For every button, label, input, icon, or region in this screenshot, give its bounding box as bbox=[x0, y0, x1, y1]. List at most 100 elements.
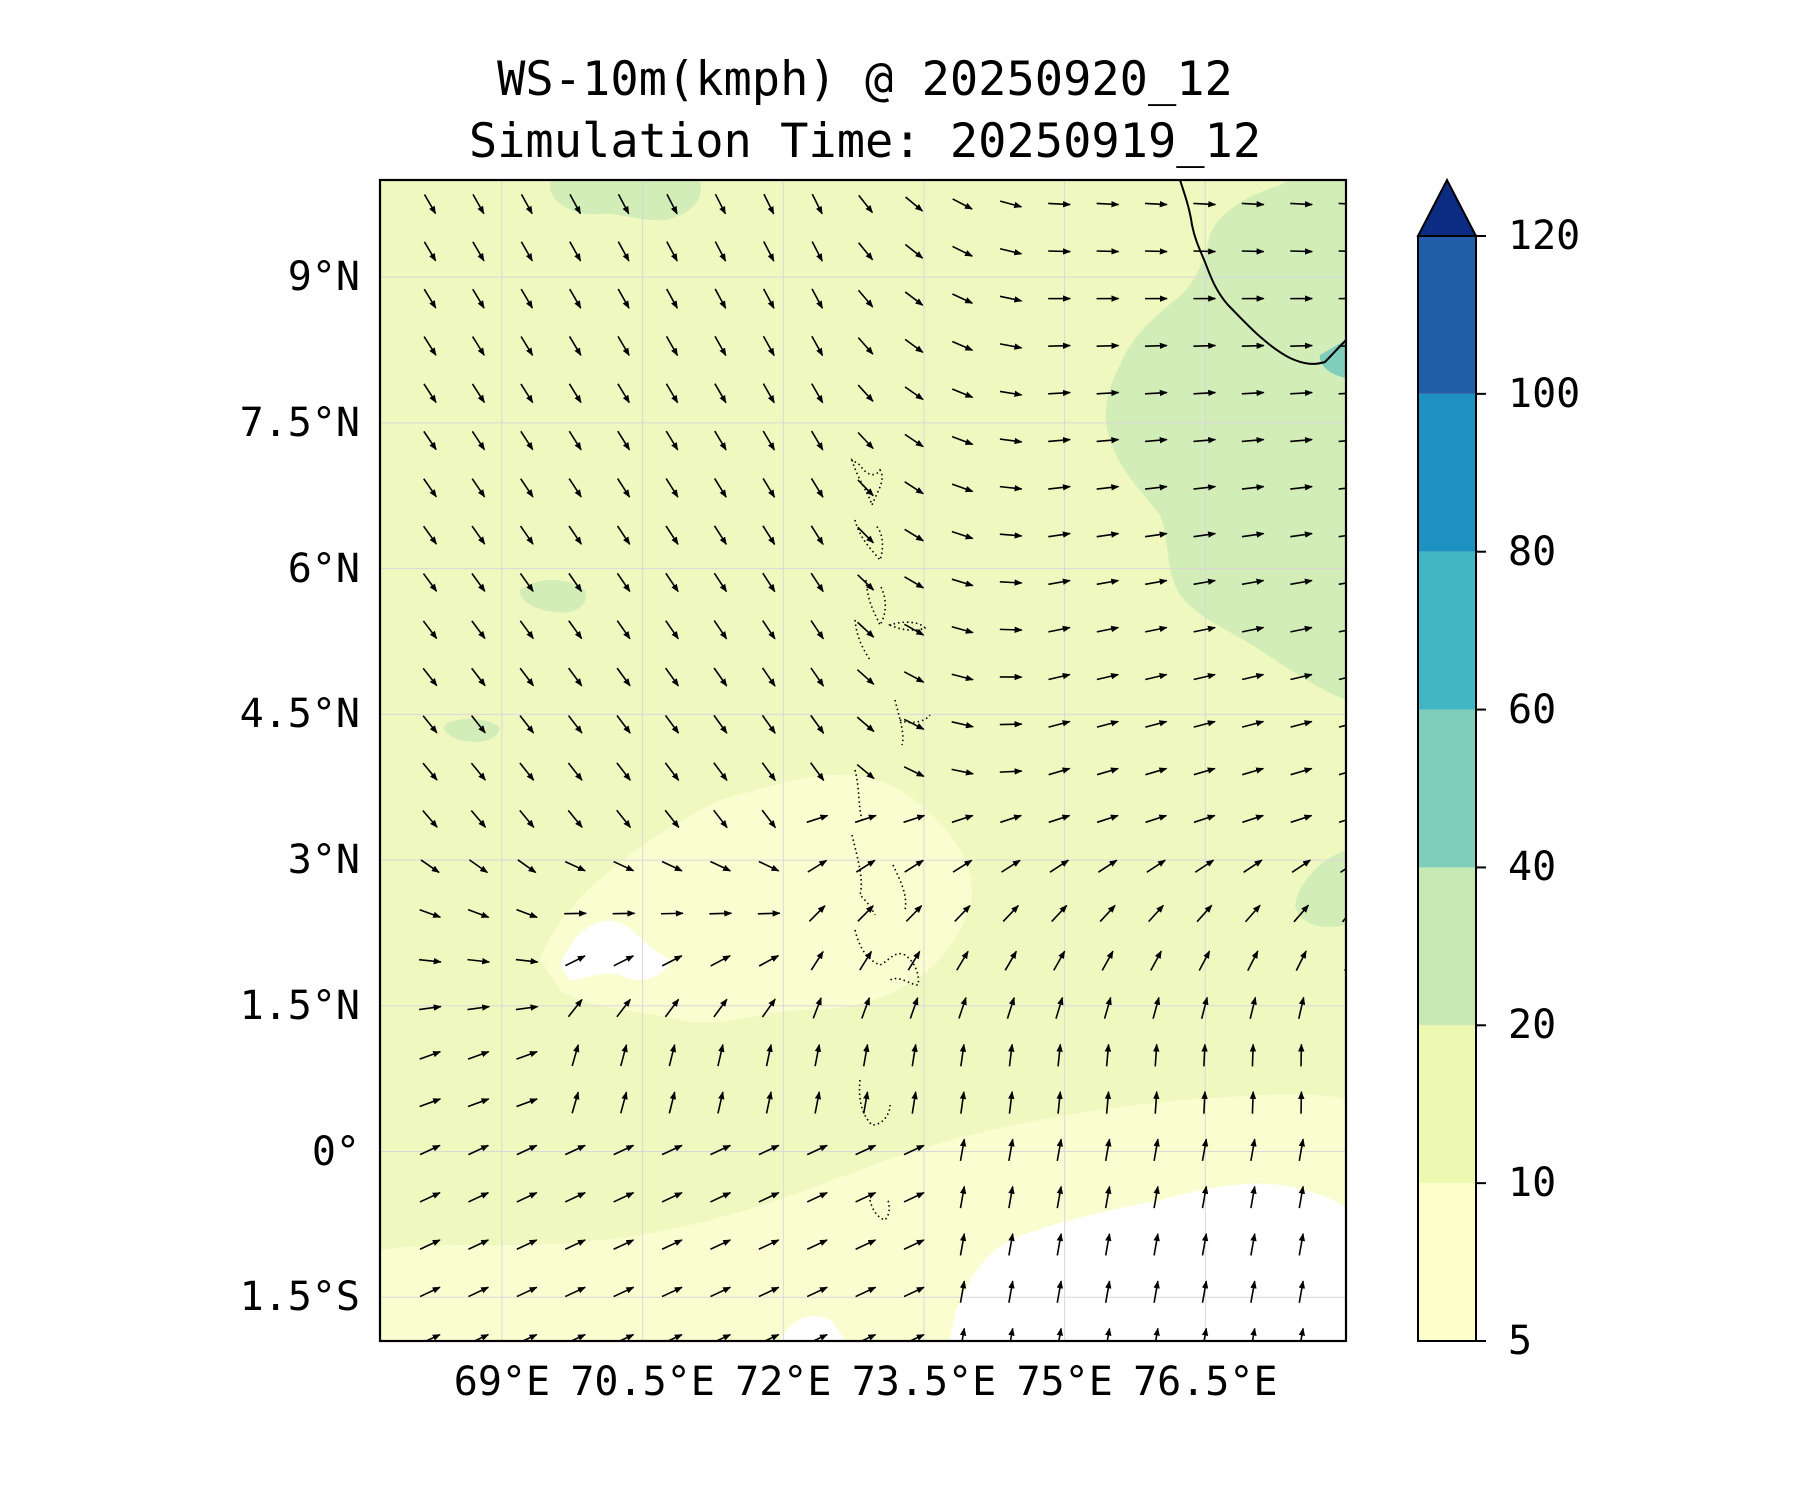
wind-arrow bbox=[422, 525, 438, 545]
wind-arrow bbox=[564, 1191, 586, 1203]
wind-arrow bbox=[999, 343, 1023, 350]
wind-arrow bbox=[664, 667, 680, 687]
wind-arrow bbox=[762, 383, 775, 404]
wind-arrow bbox=[567, 762, 583, 781]
wind-arrow bbox=[520, 478, 534, 498]
wind-arrow bbox=[1250, 1280, 1257, 1303]
wind-band-20-40-north bbox=[550, 180, 701, 221]
wind-arrow bbox=[1008, 1138, 1015, 1161]
wind-arrow bbox=[1290, 767, 1313, 776]
wind-arrow bbox=[1198, 950, 1211, 971]
wind-arrow bbox=[1338, 819, 1346, 824]
wind-arrow bbox=[810, 950, 824, 971]
lon-tick-label: 73.5°E bbox=[851, 1359, 997, 1405]
wind-arrow bbox=[567, 809, 583, 829]
wind-arrow bbox=[1193, 389, 1217, 397]
wind-arrow bbox=[1338, 487, 1346, 490]
wind-arrow bbox=[519, 572, 534, 593]
wind-arrow bbox=[1201, 1327, 1209, 1341]
wind-arrow bbox=[999, 485, 1023, 492]
wind-arrow bbox=[806, 1191, 828, 1203]
wind-arrow bbox=[520, 288, 534, 309]
wind-arrow bbox=[521, 1333, 538, 1341]
wind-arrow bbox=[1290, 673, 1313, 681]
wind-arrow bbox=[1145, 814, 1168, 824]
wind-arrow bbox=[668, 1091, 677, 1114]
wind-arrow bbox=[424, 1333, 441, 1341]
wind-arrow bbox=[1338, 392, 1346, 395]
wind-arrow bbox=[762, 430, 776, 451]
wind-arrow bbox=[616, 620, 631, 640]
wind-arrow bbox=[1096, 436, 1120, 444]
wind-arrow bbox=[761, 809, 777, 829]
wind-arrow bbox=[1201, 1185, 1209, 1209]
wind-arrow bbox=[1196, 904, 1213, 923]
wind-arrow bbox=[520, 241, 533, 262]
wind-arrow bbox=[762, 288, 775, 310]
wind-arrow bbox=[911, 1043, 918, 1067]
wind-arrow bbox=[423, 241, 437, 262]
wind-arrow bbox=[999, 247, 1023, 256]
wind-arrow bbox=[1096, 673, 1120, 681]
wind-arrow bbox=[1193, 673, 1216, 681]
wind-arrow bbox=[1096, 389, 1120, 397]
wind-arrow bbox=[1144, 484, 1168, 491]
wind-arrow bbox=[904, 243, 924, 259]
wind-arrow bbox=[1008, 1043, 1015, 1067]
wind-arrow bbox=[1103, 996, 1112, 1019]
wind-arrow bbox=[1193, 767, 1216, 776]
wind-arrow bbox=[419, 1191, 441, 1203]
wind-arrow bbox=[565, 955, 586, 967]
colorbar-tick-label: 80 bbox=[1508, 528, 1557, 575]
wind-arrow bbox=[810, 714, 825, 734]
wind-arrow bbox=[857, 479, 874, 497]
wind-arrow bbox=[467, 1098, 490, 1108]
wind-arrow bbox=[1048, 248, 1071, 255]
wind-arrow bbox=[419, 1286, 441, 1298]
wind-arrow bbox=[1348, 1281, 1352, 1303]
wind-arrow bbox=[710, 1286, 732, 1298]
wind-arrow bbox=[761, 714, 776, 734]
wind-arrow bbox=[951, 530, 974, 540]
wind-arrow bbox=[1348, 1328, 1352, 1350]
wind-arrow bbox=[665, 620, 679, 640]
wind-arrow bbox=[569, 241, 582, 262]
wind-arrow bbox=[1096, 484, 1120, 491]
wind-arrow bbox=[419, 1050, 442, 1060]
wind-arrow bbox=[1338, 771, 1346, 776]
wind-arrow bbox=[855, 1239, 877, 1250]
wind-arrow bbox=[516, 1098, 538, 1108]
wind-arrow bbox=[1051, 904, 1068, 923]
wind-arrow bbox=[904, 481, 924, 495]
wind-arrow bbox=[613, 1239, 635, 1250]
wind-arrow bbox=[423, 336, 437, 356]
wind-arrow bbox=[661, 1144, 683, 1156]
wind-arrow bbox=[1048, 389, 1071, 397]
wind-arrow bbox=[471, 336, 485, 356]
wind-arrow bbox=[1241, 389, 1265, 397]
wind-arrow bbox=[903, 1191, 925, 1203]
wind-arrow bbox=[713, 620, 728, 640]
lon-tick-label: 72°E bbox=[735, 1359, 832, 1405]
wind-arrow bbox=[617, 193, 630, 215]
wind-arrow bbox=[1153, 1232, 1160, 1256]
wind-arrow bbox=[908, 1333, 925, 1341]
wind-arrow bbox=[1048, 578, 1071, 586]
wind-arrow bbox=[423, 288, 437, 309]
wind-arrow bbox=[1144, 436, 1168, 444]
wind-arrow bbox=[1048, 531, 1071, 538]
wind-arrow bbox=[1048, 201, 1071, 208]
wind-arrow bbox=[951, 768, 974, 776]
wind-arrow bbox=[959, 1091, 967, 1114]
wind-arrow bbox=[1291, 859, 1311, 873]
wind-arrow bbox=[1146, 859, 1166, 873]
wind-arrow bbox=[806, 814, 829, 824]
wind-arrow bbox=[905, 905, 923, 922]
wind-arrow bbox=[710, 954, 731, 967]
wind-arrow bbox=[616, 525, 631, 545]
wind-arrow bbox=[516, 1144, 538, 1156]
wind-arrow bbox=[471, 667, 486, 687]
wind-arrow bbox=[1193, 625, 1216, 633]
wind-arrow bbox=[714, 430, 727, 451]
lon-tick-label: 70.5°E bbox=[570, 1359, 715, 1405]
